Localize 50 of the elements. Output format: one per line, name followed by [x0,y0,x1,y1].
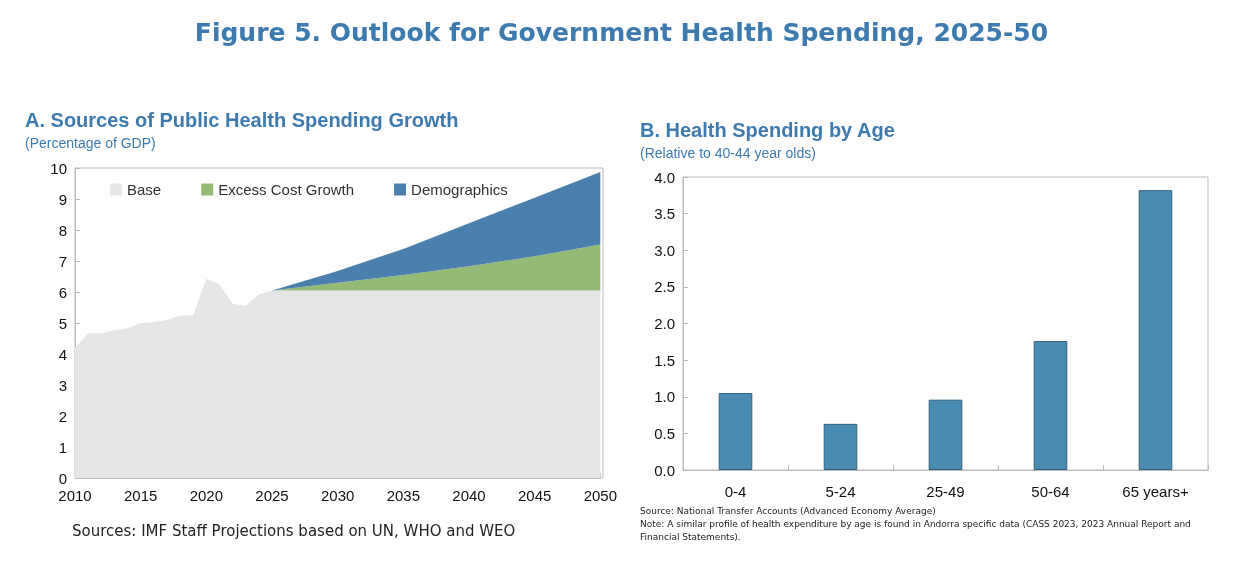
y-tick-label: 3.5 [654,205,675,223]
y-tick-label: 7 [58,252,67,270]
y-tick-label: 3.0 [654,241,675,259]
x-tick-label: 2050 [583,487,617,504]
y-tick-label: 4.0 [654,168,675,186]
y-tick-label: 2.5 [654,278,675,296]
bar [928,399,963,470]
y-tick-label: 2 [58,407,67,425]
y-tick-label: 1 [58,438,67,456]
x-tick-label: 25-49 [926,483,965,500]
x-tick-label: 2020 [189,487,224,504]
y-tick-label: 6 [58,283,67,301]
x-tick-label: 2040 [452,487,486,504]
x-tick-label: 2010 [58,487,92,504]
y-tick-label: 9 [58,190,67,208]
y-tick-label: 10 [50,159,67,177]
text: Note: A similar profile of health expenditure by age is found in Andorra specific data (CASS 2023, 2023 Annual Report and Financial Statements). [640,518,1192,544]
y-tick-label: 8 [58,221,67,239]
y-tick-label: 1.0 [654,388,675,406]
legend-label: Demographics [411,181,508,198]
chart-title: B. Health Spending by Age [640,119,895,141]
bar [1033,341,1068,470]
bar [823,423,858,470]
y-tick-label: 0.5 [654,424,675,442]
y-tick-label: 1.5 [654,351,675,369]
source-note: Sources: IMF Staff Projections based on UN, WHO and WEO [72,522,516,540]
x-tick-label: 2025 [255,487,289,504]
chart-title: A. Sources of Public Health Spending Growth [25,109,459,131]
y-tick-label: 5 [58,314,67,332]
y-tick-label: 4 [58,345,67,363]
x-tick-label: 2035 [386,487,421,504]
x-tick-label: 65 years+ [1122,483,1189,500]
bar [718,393,753,470]
chart-subtitle: (Relative to 40-44 year olds) [640,145,816,161]
x-tick-label: 2015 [123,487,158,504]
y-tick-label: 2.0 [654,315,675,332]
x-tick-label: 2030 [320,487,355,504]
chart-subtitle: (Percentage of GDP) [25,135,156,151]
legend-label: Base [127,181,162,198]
x-tick-label: 5-24 [825,483,856,500]
y-tick-label: 0 [58,469,67,487]
bar [1138,190,1173,470]
legend-label: Excess Cost Growth [218,181,355,198]
source-note: Source: National Transfer Accounts (Advanced Economy Average) [640,505,937,518]
x-tick-label: 50-64 [1031,483,1070,500]
y-tick-label: 3 [58,376,67,394]
x-tick-label: 2045 [517,487,552,504]
caption: Figure 5. Outlook for Government Health Spending, 2025-50 [193,18,1050,47]
y-tick-label: 0.0 [654,461,675,479]
x-tick-label: 0-4 [724,483,747,500]
